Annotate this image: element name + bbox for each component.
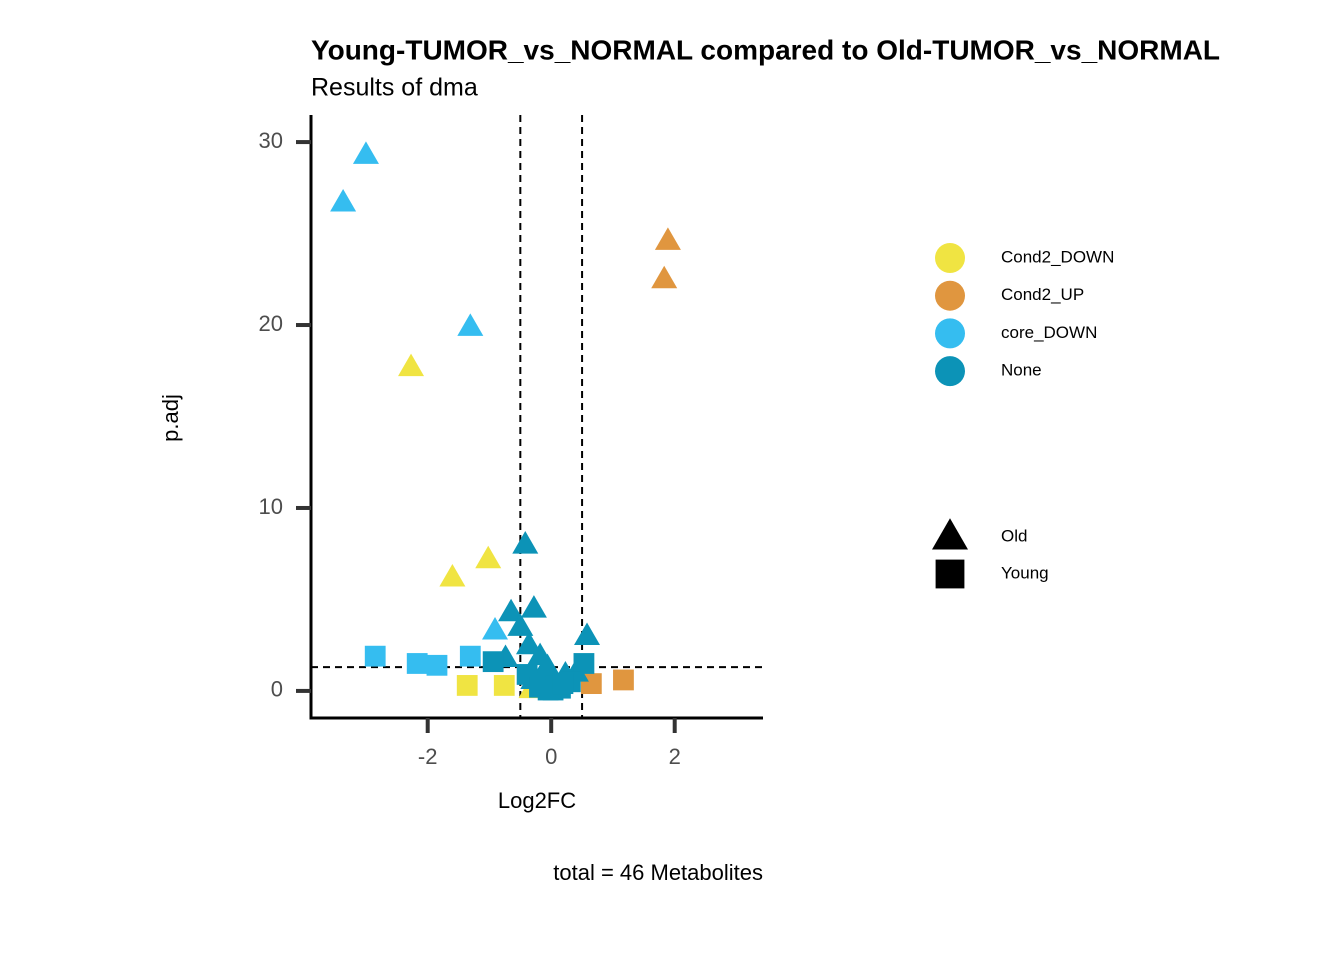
caption: total = 46 Metabolites — [553, 860, 763, 885]
data-point — [352, 141, 379, 164]
y-axis-label: p.adj — [158, 394, 183, 442]
data-point — [482, 617, 509, 640]
data-point — [520, 595, 547, 618]
legend-swatch — [935, 318, 965, 349]
legend-swatch — [932, 518, 968, 550]
x-tick-label: 0 — [545, 744, 557, 769]
data-point — [552, 673, 574, 695]
data-point — [406, 653, 428, 674]
data-point — [330, 188, 357, 212]
data-point — [439, 563, 466, 587]
data-point — [493, 675, 515, 696]
data-point — [507, 613, 534, 636]
y-tick-label: 30 — [259, 128, 283, 153]
data-point — [426, 654, 448, 676]
data-point — [613, 669, 634, 691]
legend-label: None — [1001, 361, 1042, 380]
data-point — [482, 651, 504, 673]
data-point — [364, 645, 386, 667]
data-point — [515, 631, 542, 655]
x-tick-label: 2 — [669, 744, 681, 769]
legend-swatch — [935, 356, 965, 387]
y-tick-label: 0 — [271, 677, 283, 702]
data-point — [475, 545, 502, 569]
x-axis-label: Log2FC — [498, 788, 576, 813]
data-point — [512, 531, 539, 554]
data-point — [498, 598, 525, 622]
data-point — [573, 653, 595, 674]
y-tick-label: 20 — [259, 311, 283, 336]
legend-swatch — [935, 559, 965, 589]
data-point — [398, 353, 425, 377]
legend-label: Cond2_UP — [1001, 285, 1084, 304]
x-tick-label: -2 — [418, 744, 438, 769]
chart-subtitle: Results of dma — [311, 74, 478, 102]
data-point — [574, 622, 601, 646]
legend-label: Old — [1001, 526, 1027, 545]
data-point — [651, 265, 678, 289]
chart-title: Young-TUMOR_vs_NORMAL compared to Old-TU… — [311, 34, 1220, 65]
data-point — [456, 675, 478, 696]
legend-label: core_DOWN — [1001, 323, 1097, 342]
y-tick-label: 10 — [259, 494, 283, 519]
legend-swatch — [935, 243, 965, 273]
data-point — [459, 645, 481, 667]
legend-label: Cond2_DOWN — [1001, 247, 1114, 266]
legend-swatch — [935, 280, 965, 311]
data-point — [457, 313, 484, 336]
legend-label: Young — [1001, 563, 1049, 582]
data-point — [654, 227, 681, 250]
